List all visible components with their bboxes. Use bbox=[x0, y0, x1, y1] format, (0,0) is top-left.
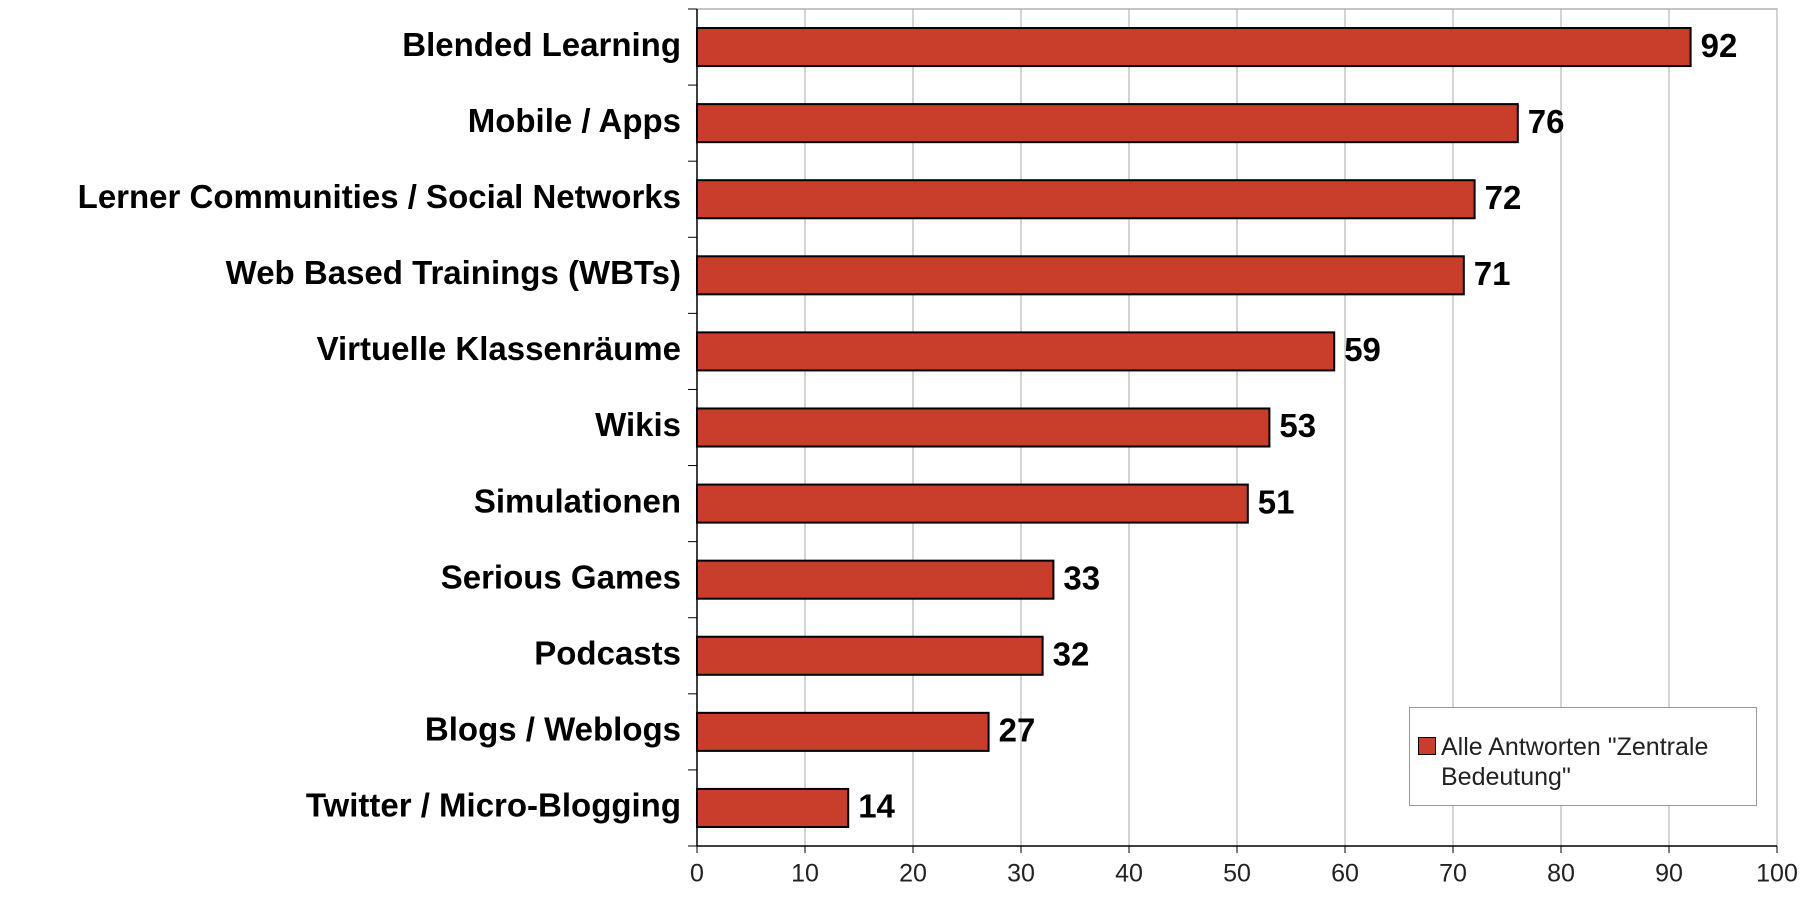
y-tick-label: Web Based Trainings (WBTs) bbox=[226, 254, 681, 291]
y-tick-label: Podcasts bbox=[534, 634, 681, 671]
y-tick-label: Blended Learning bbox=[402, 26, 681, 63]
data-label: 51 bbox=[1258, 483, 1295, 520]
bar bbox=[696, 559, 1055, 600]
bar bbox=[696, 787, 850, 828]
y-tick-label: Virtuelle Klassenräume bbox=[317, 330, 681, 367]
data-label: 76 bbox=[1528, 103, 1565, 140]
legend: Alle Antworten "Zentrale Bedeutung" bbox=[1409, 707, 1757, 806]
y-tick-label: Twitter / Micro-Blogging bbox=[306, 787, 681, 824]
x-tick-label: 70 bbox=[1439, 860, 1467, 888]
x-tick-label: 30 bbox=[1007, 860, 1035, 888]
x-tick-label: 20 bbox=[899, 860, 927, 888]
x-tick-label: 0 bbox=[690, 860, 704, 888]
data-label: 72 bbox=[1485, 179, 1522, 216]
x-tick-label: 60 bbox=[1331, 860, 1359, 888]
bar bbox=[696, 407, 1271, 448]
data-label: 92 bbox=[1701, 27, 1738, 64]
bar bbox=[696, 483, 1249, 524]
bar bbox=[696, 331, 1336, 372]
bar bbox=[696, 711, 990, 752]
x-tick-label: 100 bbox=[1756, 860, 1798, 888]
y-tick-label: Blogs / Weblogs bbox=[425, 711, 681, 748]
data-label: 33 bbox=[1063, 559, 1100, 596]
legend-swatch bbox=[1418, 737, 1436, 755]
y-tick-label: Serious Games bbox=[441, 558, 681, 595]
legend-label: Alle Antworten "Zentrale Bedeutung" bbox=[1441, 733, 1709, 791]
bar bbox=[696, 635, 1044, 676]
y-tick-label: Lerner Communities / Social Networks bbox=[78, 178, 681, 215]
data-label: 32 bbox=[1053, 635, 1090, 672]
bar bbox=[696, 27, 1692, 68]
y-tick-label: Mobile / Apps bbox=[468, 102, 681, 139]
x-tick-label: 50 bbox=[1223, 860, 1251, 888]
data-label: 14 bbox=[858, 788, 895, 825]
data-label: 71 bbox=[1474, 255, 1511, 292]
x-tick-label: 80 bbox=[1547, 860, 1575, 888]
x-tick-label: 10 bbox=[791, 860, 819, 888]
x-tick-label: 40 bbox=[1115, 860, 1143, 888]
data-label: 27 bbox=[999, 712, 1036, 749]
data-label: 53 bbox=[1279, 407, 1316, 444]
data-label: 59 bbox=[1344, 331, 1381, 368]
y-tick-label: Wikis bbox=[595, 406, 681, 443]
bar bbox=[696, 255, 1465, 296]
bar bbox=[696, 179, 1476, 220]
x-tick-label: 90 bbox=[1655, 860, 1683, 888]
y-tick-label: Simulationen bbox=[474, 482, 681, 519]
bar bbox=[696, 103, 1519, 144]
